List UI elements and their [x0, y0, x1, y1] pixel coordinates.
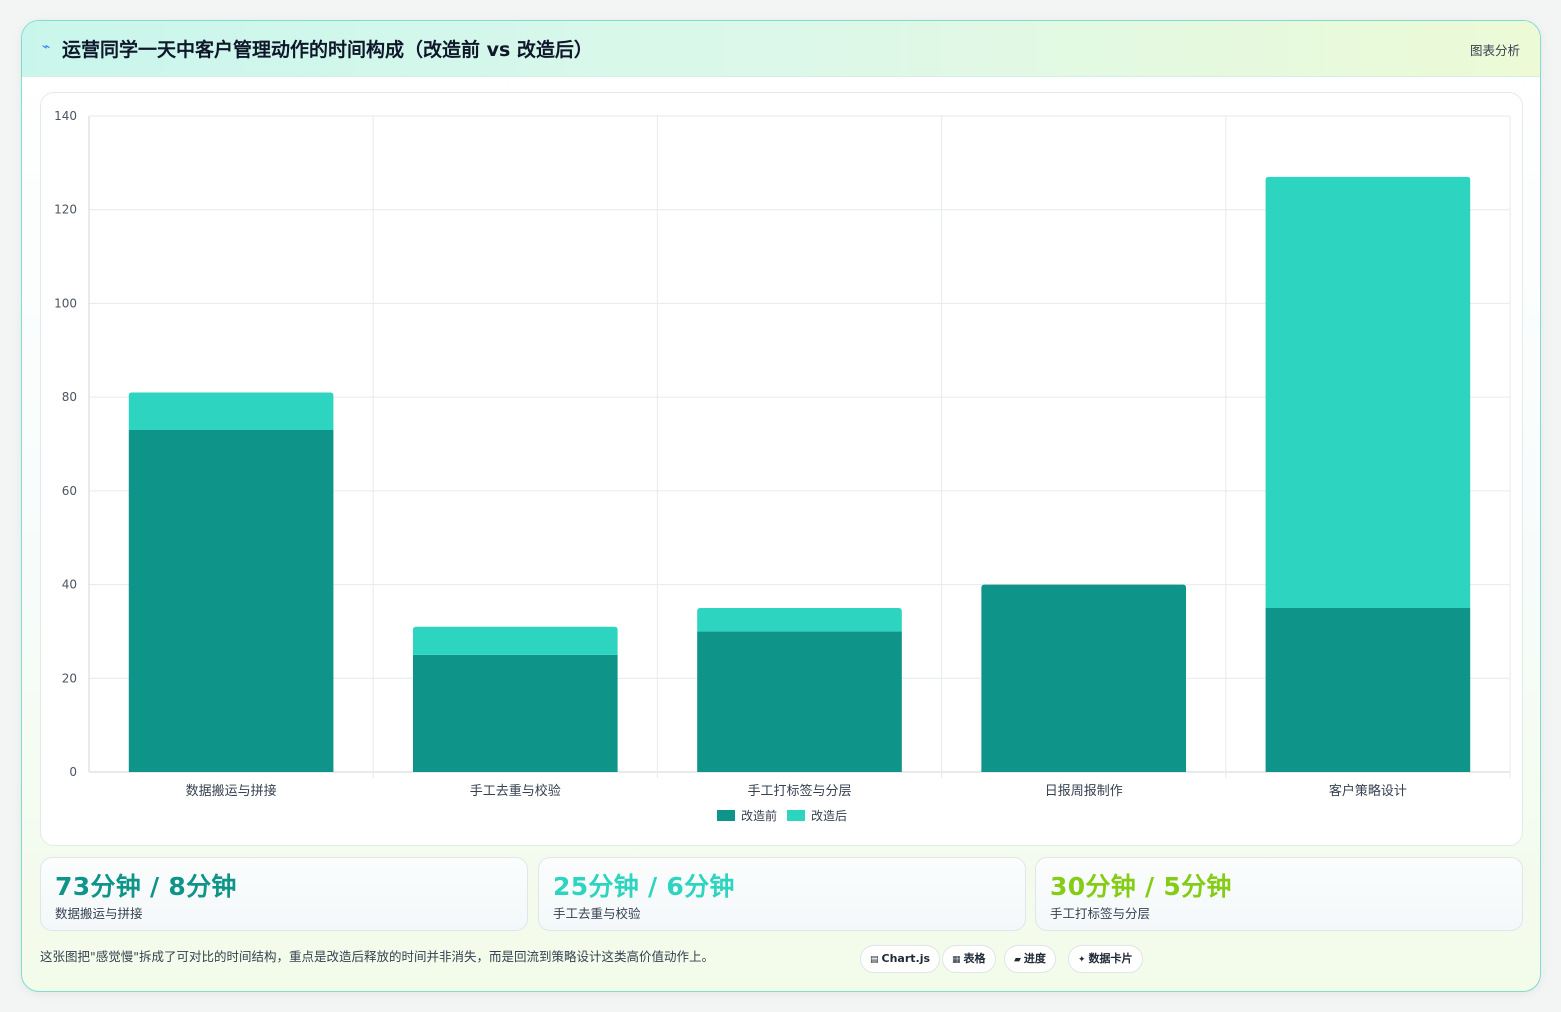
legend-swatch — [717, 810, 735, 821]
bar-segment — [412, 626, 618, 655]
sparkle-icon: ✦ — [1078, 955, 1086, 965]
x-tick-label: 手工去重与校验 — [470, 783, 561, 799]
bar-chart: 0 20 40 60 80 100 120 140 数据搬运与拼接 手工去重与校验 手工打标签与分层… — [54, 109, 1511, 823]
bar-segment — [697, 608, 902, 632]
stat-label: 手工打标签与分层 — [1050, 906, 1151, 921]
chip-progress[interactable]: ▰ 进度 — [1004, 945, 1056, 973]
footnote: 这张图把"感觉慢"拆成了可对比的时间结构，重点是改造后释放的时间并非消失，而是回… — [40, 949, 715, 964]
bar-segment — [128, 392, 334, 430]
legend-label: 改造后 — [811, 809, 847, 823]
stat-card-2: 25分钟 / 6分钟 手工去重与校验 — [538, 857, 1026, 931]
y-tick-label: 40 — [62, 578, 77, 592]
chip-chartjs[interactable]: ▤ Chart.js — [860, 945, 941, 973]
x-tick-label: 手工打标签与分层 — [747, 783, 851, 799]
y-tick-label: 120 — [54, 203, 77, 217]
table-icon: ▦ — [952, 955, 961, 965]
stat-label: 数据搬运与拼接 — [55, 906, 143, 921]
bar-segment — [1265, 608, 1471, 772]
progress-icon: ▰ — [1014, 955, 1021, 965]
x-tick-label: 数据搬运与拼接 — [186, 783, 277, 799]
bolt-icon: ⌁ — [42, 39, 51, 55]
stat-value: 25分钟 / 6分钟 — [553, 872, 735, 901]
chip-data-card[interactable]: ✦ 数据卡片 — [1068, 945, 1143, 973]
bar-segment — [981, 584, 1187, 772]
analysis-tag[interactable]: 图表分析 — [1469, 43, 1520, 58]
y-tick-label: 100 — [54, 296, 77, 310]
chip-table[interactable]: ▦ 表格 — [942, 945, 996, 973]
bar-segment — [128, 429, 334, 772]
x-tick-label: 客户策略设计 — [1329, 783, 1407, 799]
legend-label: 改造前 — [741, 808, 777, 823]
card-header: ⌁ 运营同学一天中客户管理动作的时间构成（改造前 vs 改造后） 图表分析 — [22, 21, 1540, 77]
stat-card-3: 30分钟 / 5分钟 手工打标签与分层 — [1035, 857, 1523, 931]
y-tick-label: 60 — [62, 484, 77, 498]
bar-segment — [412, 654, 618, 772]
chip-label: 数据卡片 — [1088, 952, 1133, 965]
chart-title: 运营同学一天中客户管理动作的时间构成（改造前 vs 改造后） — [62, 39, 593, 61]
chip-label: Chart.js — [881, 952, 931, 965]
stat-label: 手工去重与校验 — [553, 906, 641, 921]
stat-card-1: 73分钟 / 8分钟 数据搬运与拼接 — [40, 857, 528, 931]
chart-area: 0 20 40 60 80 100 120 140 数据搬运与拼接 手工去重与校验 手工打标签与分层… — [40, 92, 1523, 846]
y-tick-label: 20 — [62, 671, 77, 685]
y-tick-label: 80 — [62, 390, 77, 404]
chip-label: 表格 — [963, 952, 986, 965]
chart-card: ⌁ 运营同学一天中客户管理动作的时间构成（改造前 vs 改造后） 图表分析 0 2… — [21, 20, 1541, 992]
y-tick-label: 140 — [54, 109, 77, 123]
x-tick-label: 日报周报制作 — [1045, 784, 1123, 799]
legend-swatch — [787, 810, 805, 821]
stat-value: 30分钟 / 5分钟 — [1050, 872, 1232, 901]
stat-value: 73分钟 / 8分钟 — [55, 872, 237, 901]
stats-row: 73分钟 / 8分钟 数据搬运与拼接 25分钟 / 6分钟 手工去重与校验 30… — [40, 857, 1523, 931]
bar-segment — [697, 631, 902, 772]
chip-label: 进度 — [1023, 952, 1046, 965]
y-tick-label: 0 — [69, 765, 77, 779]
bar-segment — [1265, 176, 1471, 608]
chart-icon: ▤ — [870, 955, 879, 965]
